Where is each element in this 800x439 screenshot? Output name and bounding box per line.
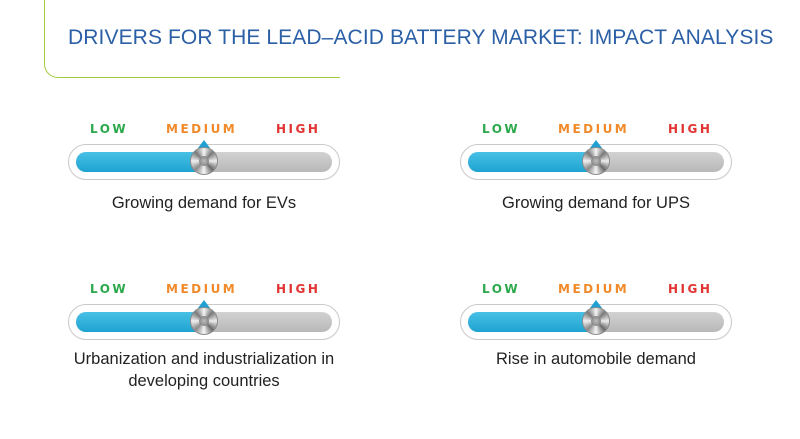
impact-gauge-automobile: LOW MEDIUM HIGH Rise in automobile deman… [460,282,732,368]
scale-label-low: LOW [482,282,521,296]
scale-label-low: LOW [90,122,129,136]
gauge-knob-icon [582,147,610,175]
driver-caption: Urbanization and industrialization in de… [73,350,335,390]
scale-label-medium: MEDIUM [166,122,238,136]
gauge-track [460,140,732,180]
scale-label-medium: MEDIUM [558,282,630,296]
gauge-track [68,300,340,340]
scale-label-low: LOW [90,282,129,296]
gauge-fill [76,312,204,332]
impact-gauge-evs: LOW MEDIUM HIGH Growing demand for EVs [68,122,340,212]
gauge-pointer-icon [198,300,210,308]
title-frame [44,0,340,78]
driver-caption: Growing demand for UPS [501,194,690,212]
gauge-pointer-icon [590,140,602,148]
scale-label-high: HIGH [276,122,321,136]
impact-scale: LOW MEDIUM HIGH [460,282,732,298]
page-title: DRIVERS FOR THE LEAD–ACID BATTERY MARKET… [68,26,774,49]
impact-scale: LOW MEDIUM HIGH [68,122,340,138]
scale-label-high: HIGH [668,122,713,136]
impact-scale: LOW MEDIUM HIGH [68,282,340,298]
gauge-track [68,140,340,180]
gauge-track [460,300,732,340]
gauge-pointer-icon [590,300,602,308]
driver-caption: Rise in automobile demand [496,350,696,368]
scale-label-medium: MEDIUM [558,122,630,136]
scale-label-medium: MEDIUM [166,282,238,296]
gauge-knob-icon [190,147,218,175]
impact-gauge-ups: LOW MEDIUM HIGH Growing demand for UPS [460,122,732,212]
gauge-fill [468,152,596,172]
scale-label-high: HIGH [668,282,713,296]
impact-scale: LOW MEDIUM HIGH [460,122,732,138]
scale-label-low: LOW [482,122,521,136]
gauge-fill [468,312,596,332]
driver-caption: Growing demand for EVs [111,194,297,212]
scale-label-high: HIGH [276,282,321,296]
impact-gauge-urbanization: LOW MEDIUM HIGH Urbanization and industr… [68,282,340,390]
gauge-pointer-icon [198,140,210,148]
gauge-fill [76,152,204,172]
gauge-knob-icon [582,307,610,335]
gauge-knob-icon [190,307,218,335]
